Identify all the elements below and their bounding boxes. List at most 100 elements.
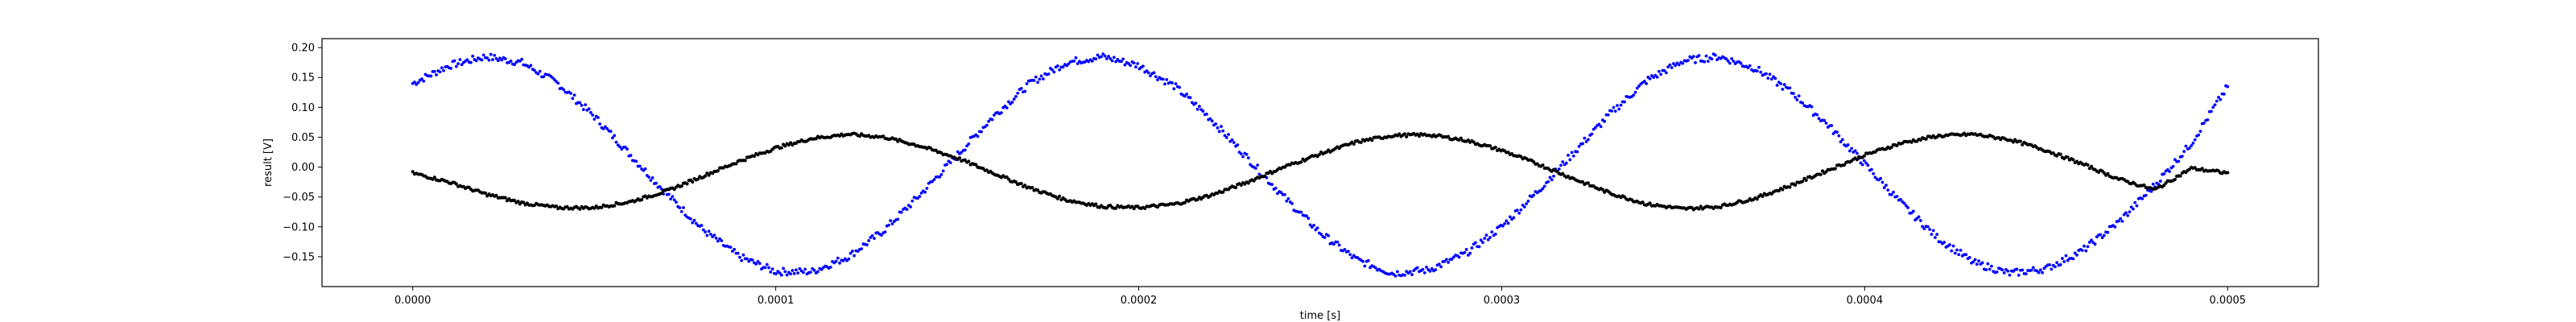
data-point: [1312, 223, 1315, 227]
data-point: [1246, 156, 1250, 160]
data-point: [2190, 144, 2194, 147]
data-point: [2075, 254, 2079, 257]
data-point: [1486, 237, 1490, 242]
data-point: [736, 251, 740, 255]
data-point: [1872, 171, 1876, 175]
data-point: [1006, 177, 1011, 181]
data-point: [2021, 268, 2025, 272]
data-point: [2193, 138, 2197, 142]
data-point: [1561, 160, 1565, 163]
data-point: [1870, 167, 1873, 171]
data-point: [1183, 200, 1187, 204]
data-point: [963, 148, 967, 152]
data-point: [614, 140, 618, 144]
data-point: [440, 66, 444, 70]
data-point: [1256, 163, 1260, 167]
data-point: [1005, 106, 1009, 109]
data-point: [1703, 60, 1707, 64]
data-point: [1642, 80, 1646, 83]
data-point: [1337, 243, 1341, 247]
data-point: [679, 209, 683, 213]
data-point: [1067, 62, 1071, 66]
data-point: [1488, 144, 1492, 148]
data-point: [1434, 268, 1438, 271]
data-point: [538, 69, 542, 73]
data-point: [613, 134, 617, 138]
data-point: [1686, 59, 1690, 62]
data-point: [1221, 129, 1225, 133]
data-point: [1090, 60, 1094, 63]
data-point: [650, 175, 654, 180]
data-point: [1149, 74, 1152, 78]
data-point: [848, 251, 852, 255]
data-point: [1347, 250, 1350, 254]
data-point: [1315, 226, 1319, 230]
data-point: [1541, 163, 1545, 167]
data-point: [1030, 185, 1034, 190]
data-point: [1230, 138, 1234, 142]
data-point: [1824, 122, 1828, 125]
data-point: [2090, 238, 2093, 242]
data-point: [1327, 233, 1331, 237]
data-point: [1058, 194, 1062, 198]
data-point: [1366, 258, 1370, 262]
data-point: [1039, 74, 1043, 78]
data-point: [2050, 267, 2054, 271]
y-tick-label: 0.20: [291, 43, 315, 55]
data-point: [778, 271, 782, 275]
data-point: [974, 163, 978, 167]
y-tick-label: 0.10: [291, 102, 315, 114]
data-point: [1795, 98, 1799, 101]
data-point: [1755, 69, 1759, 73]
data-point: [1995, 270, 1999, 274]
data-point: [1061, 65, 1065, 69]
data-point: [1032, 79, 1036, 82]
data-point: [1550, 178, 1554, 182]
data-point: [692, 218, 696, 222]
data-point: [1817, 117, 1821, 121]
data-point: [2037, 270, 2041, 275]
data-point: [1704, 54, 1708, 58]
data-point: [2206, 118, 2210, 122]
data-point: [1134, 65, 1137, 69]
data-point: [1833, 167, 1837, 171]
data-point: [1183, 94, 1187, 98]
data-point: [1274, 186, 1278, 190]
data-point: [931, 180, 935, 184]
data-point: [1781, 88, 1785, 91]
data-point: [1194, 101, 1198, 105]
data-point: [705, 233, 709, 237]
data-point: [520, 57, 524, 61]
data-point: [1794, 95, 1798, 99]
data-point: [1781, 188, 1785, 192]
data-point: [1323, 236, 1327, 239]
data-point: [2058, 262, 2062, 266]
data-point: [591, 114, 595, 117]
data-point: [1699, 204, 1703, 208]
data-point: [1597, 122, 1601, 126]
data-point: [2122, 213, 2126, 217]
data-point: [1955, 248, 1959, 252]
data-point: [1363, 264, 1367, 268]
data-point: [489, 52, 493, 56]
data-point: [1928, 228, 1932, 231]
data-point: [2080, 249, 2084, 252]
data-point: [1815, 113, 1819, 117]
data-point: [1299, 160, 1303, 164]
data-point: [1902, 201, 1906, 205]
data-point: [584, 103, 588, 107]
data-point: [2140, 197, 2145, 200]
data-point: [1984, 268, 1988, 271]
data-point: [1541, 187, 1545, 191]
data-point: [1285, 199, 1289, 203]
data-point: [1788, 185, 1792, 189]
data-point: [1439, 265, 1443, 269]
data-point: [2164, 181, 2168, 185]
data-point: [1924, 137, 1928, 141]
data-point: [1917, 215, 1921, 219]
data-point: [1904, 204, 1908, 208]
data-point: [1216, 126, 1220, 130]
data-point: [1866, 163, 1870, 167]
data-point: [2135, 204, 2139, 208]
data-point: [1748, 64, 1752, 68]
